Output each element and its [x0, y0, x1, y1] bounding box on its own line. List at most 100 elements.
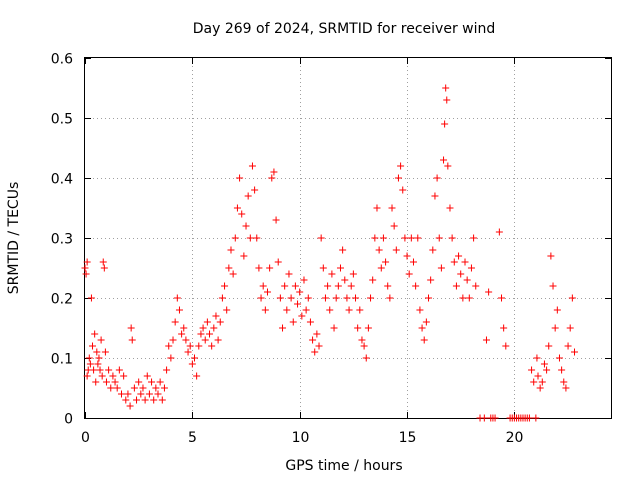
data-point	[279, 324, 287, 332]
data-point	[349, 270, 357, 278]
data-point	[101, 348, 109, 356]
x-axis-label: GPS time / hours	[285, 458, 402, 474]
data-point	[379, 234, 387, 242]
data-point	[120, 372, 128, 380]
data-point	[154, 390, 162, 398]
data-point	[231, 234, 239, 242]
data-point	[551, 324, 559, 332]
x-tick-label: 10	[292, 430, 310, 446]
data-point	[347, 282, 355, 290]
data-point	[392, 246, 400, 254]
data-point	[236, 174, 244, 182]
data-point	[98, 372, 106, 380]
data-point	[364, 324, 372, 332]
data-point	[86, 360, 94, 368]
data-point	[429, 246, 437, 254]
grid	[85, 58, 611, 418]
y-tick-label: 0.6	[51, 52, 73, 68]
data-point	[184, 348, 192, 356]
data-point	[485, 288, 493, 296]
data-point	[407, 234, 415, 242]
data-point	[568, 294, 576, 302]
data-point	[180, 324, 188, 332]
data-point	[242, 222, 250, 230]
data-point	[150, 396, 158, 404]
data-point	[354, 324, 362, 332]
data-point	[92, 378, 100, 386]
data-point	[562, 384, 570, 392]
data-point	[390, 222, 398, 230]
data-point	[431, 192, 439, 200]
data-point	[296, 288, 304, 296]
data-point	[472, 282, 480, 290]
data-point	[528, 366, 536, 374]
data-point	[352, 294, 360, 302]
data-point	[309, 336, 317, 344]
data-point	[135, 378, 143, 386]
data-point	[128, 336, 136, 344]
data-point	[81, 264, 89, 272]
data-point	[124, 390, 132, 398]
data-point	[377, 264, 385, 272]
data-point	[341, 276, 349, 284]
data-point	[566, 324, 574, 332]
data-point	[268, 174, 276, 182]
data-point	[442, 84, 450, 92]
data-point	[94, 360, 102, 368]
x-tick-label: 0	[81, 430, 90, 446]
data-point	[414, 234, 422, 242]
data-point	[229, 270, 237, 278]
data-point	[133, 396, 141, 404]
y-tick-label: 0.1	[51, 352, 73, 368]
data-point	[257, 294, 265, 302]
data-point	[287, 294, 295, 302]
data-point	[227, 246, 235, 254]
data-point	[169, 336, 177, 344]
data-point	[403, 252, 411, 260]
x-tick-label: 5	[188, 430, 197, 446]
data-point	[382, 258, 390, 266]
data-point	[480, 414, 488, 422]
data-point	[248, 162, 256, 170]
data-point	[358, 336, 366, 344]
data-point	[345, 306, 353, 314]
data-point	[444, 162, 452, 170]
data-point	[384, 282, 392, 290]
data-point	[362, 354, 370, 362]
data-point	[160, 384, 168, 392]
data-point	[450, 258, 458, 266]
data-point	[251, 186, 259, 194]
data-point	[427, 276, 435, 284]
data-point	[276, 294, 284, 302]
y-tick-label: 0	[64, 412, 73, 428]
data-point	[463, 276, 471, 284]
data-points	[81, 84, 579, 422]
data-point	[261, 306, 269, 314]
data-point	[324, 282, 332, 290]
data-point	[560, 378, 568, 386]
data-point	[203, 318, 211, 326]
x-tick-labels: 0 5 10 15 20	[81, 430, 523, 446]
data-point	[461, 258, 469, 266]
x-tick-label: 15	[399, 430, 417, 446]
data-point	[300, 276, 308, 284]
data-point	[425, 294, 433, 302]
data-point	[289, 318, 297, 326]
data-point	[259, 282, 267, 290]
data-point	[188, 360, 196, 368]
data-point	[163, 366, 171, 374]
data-point	[443, 96, 451, 104]
data-point	[491, 414, 499, 422]
data-point	[97, 336, 105, 344]
data-point	[82, 270, 90, 278]
data-point	[452, 282, 460, 290]
data-point	[302, 306, 310, 314]
plot-frame	[84, 57, 612, 419]
data-point	[89, 342, 97, 350]
data-point	[210, 324, 218, 332]
data-point	[319, 264, 327, 272]
data-point	[126, 402, 134, 410]
data-point	[467, 264, 475, 272]
data-point	[321, 294, 329, 302]
data-point	[96, 366, 104, 374]
